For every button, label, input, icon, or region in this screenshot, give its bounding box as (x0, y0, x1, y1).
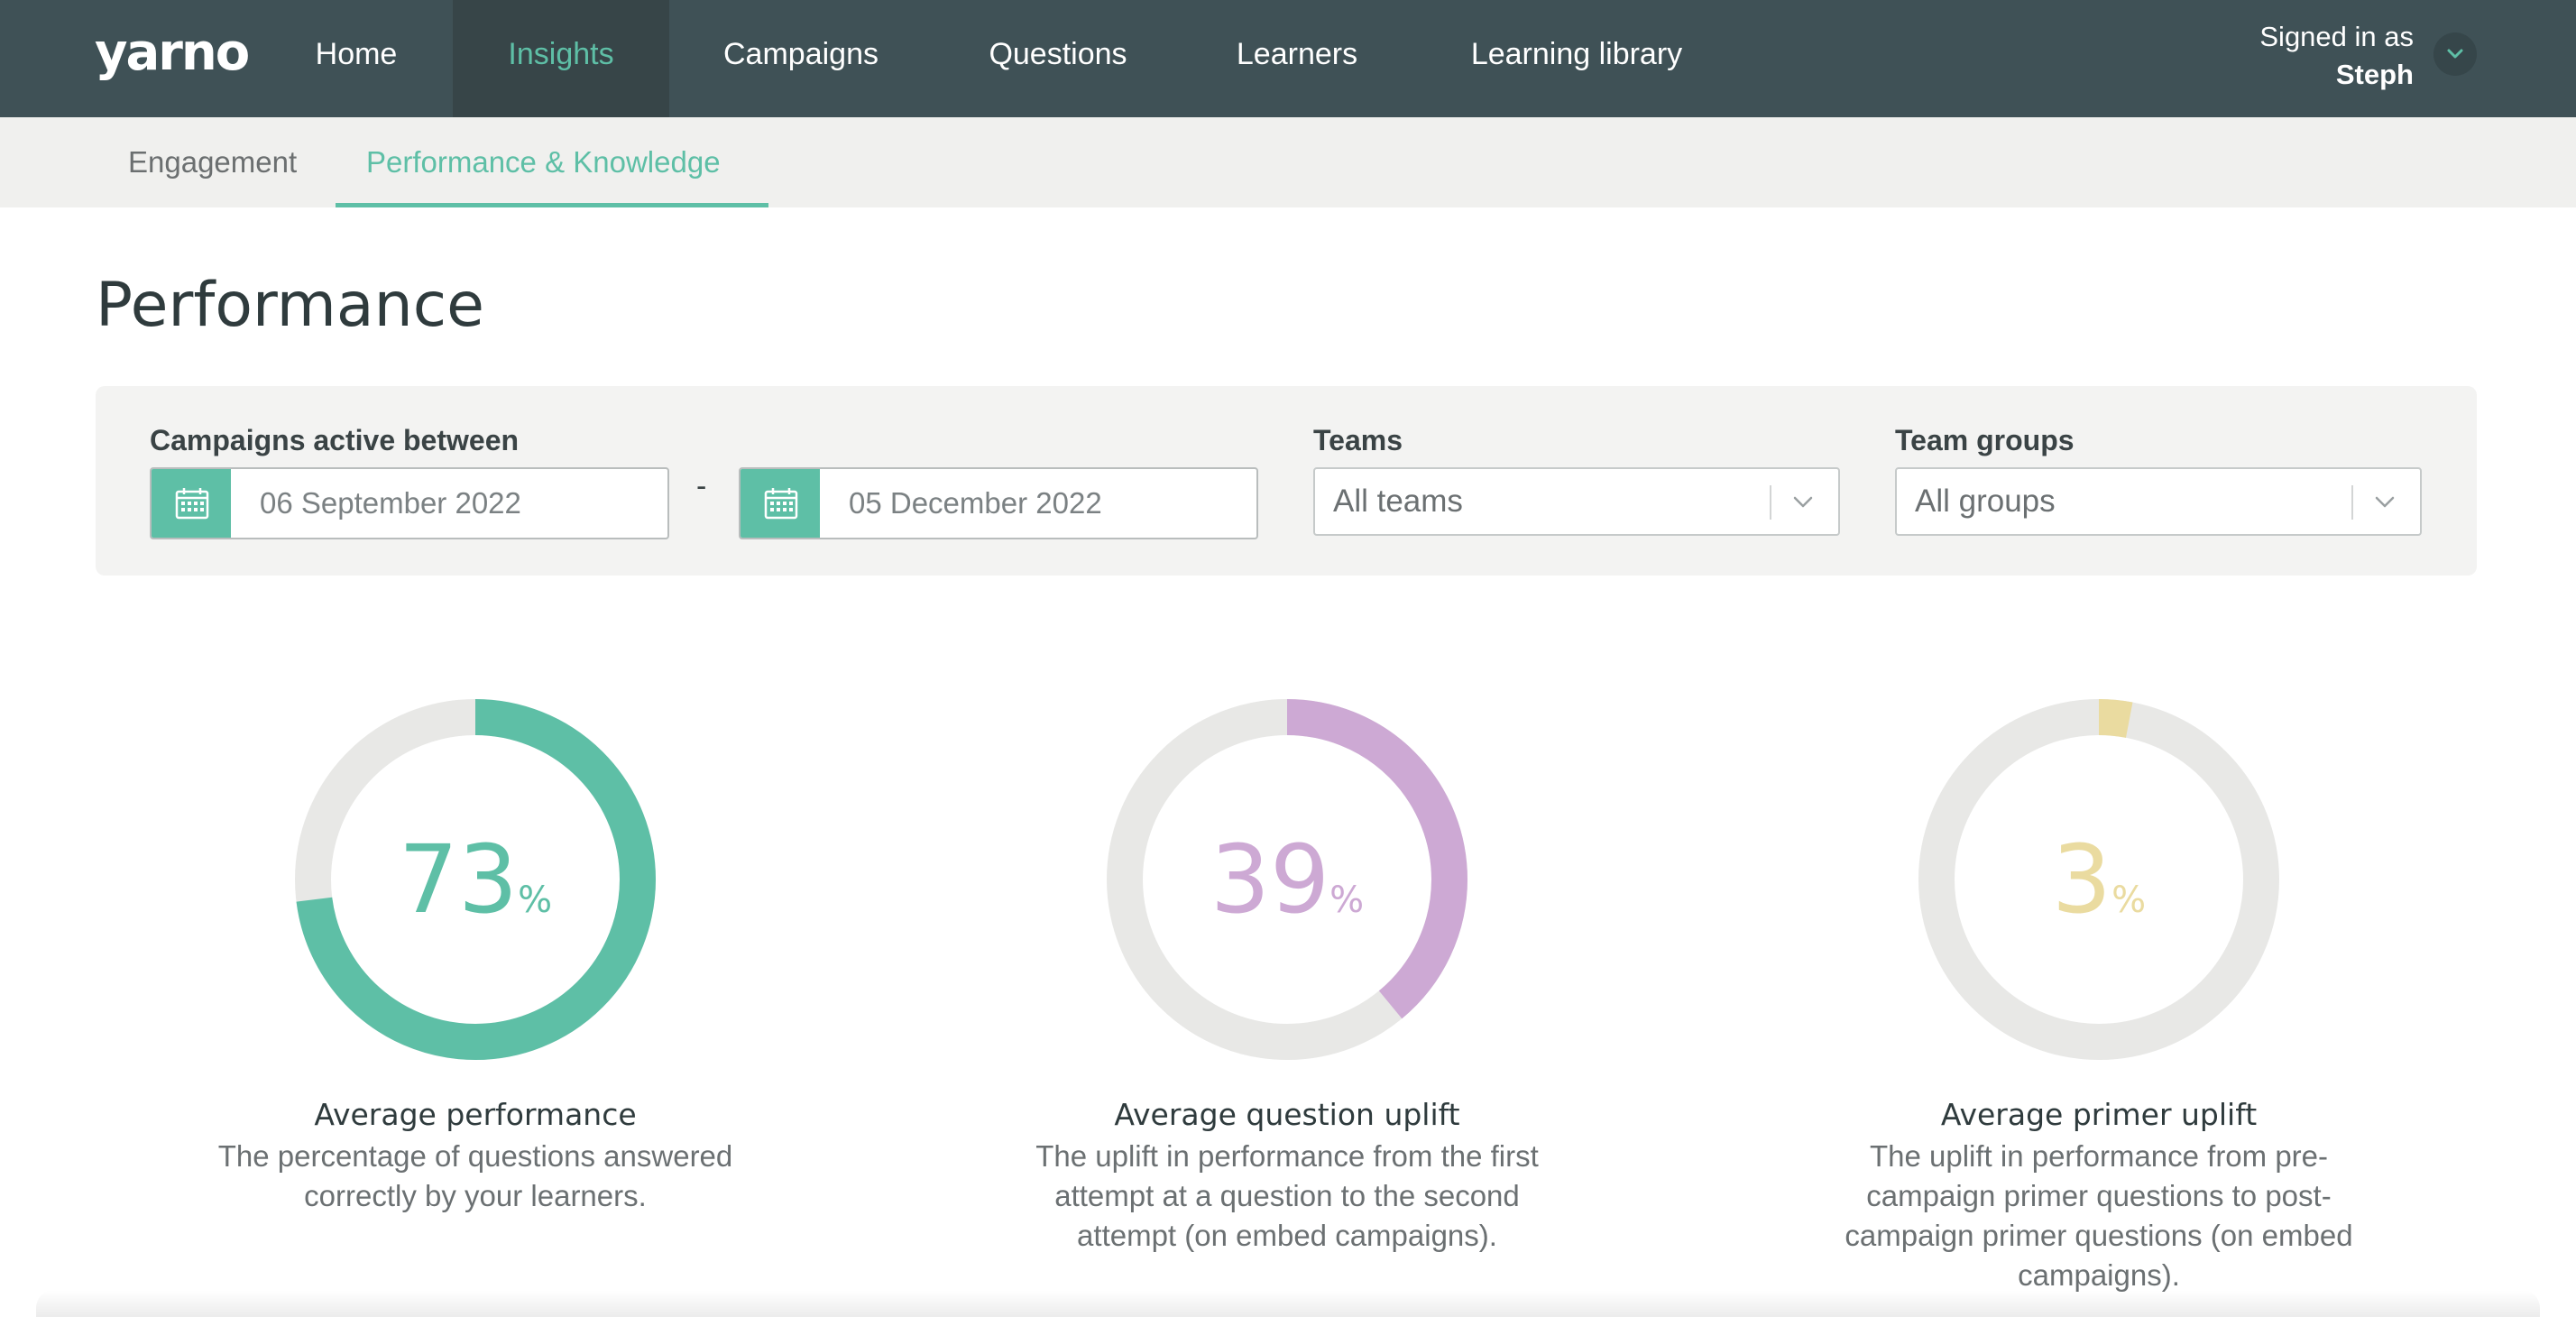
yarno-logo[interactable]: yarno (95, 23, 250, 82)
campaigns-active-label: Campaigns active between (150, 424, 520, 456)
metric-number: 3 (2051, 824, 2112, 935)
team-groups-select[interactable]: All groups (1895, 467, 2422, 536)
user-menu-toggle[interactable] (2433, 32, 2477, 76)
calendar-icon (764, 488, 798, 520)
chevron-down-icon (1793, 496, 1813, 508)
average-primer-uplift-donut (1918, 699, 2279, 1060)
teams-select-value: All teams (1333, 484, 1463, 519)
metric-unit: % (518, 880, 553, 921)
calendar-icon (175, 488, 209, 520)
metric-title: Average performance (314, 1097, 637, 1132)
nav-home[interactable]: Home (315, 37, 398, 71)
nav-insights[interactable]: Insights (453, 0, 669, 117)
donut-arc (295, 699, 656, 1060)
metric-value: 73% (191, 821, 759, 959)
select-divider (2351, 485, 2353, 520)
page-title: Performance (96, 270, 484, 341)
user-menu[interactable]: Signed in as Steph (2259, 18, 2414, 94)
panel-bottom-edge (36, 1290, 2540, 1317)
nav-learners[interactable]: Learners (1236, 37, 1358, 71)
metric-description: The uplift in performance from pre-campa… (1845, 1139, 2353, 1292)
end-date-field[interactable]: 05 December 2022 (739, 467, 1258, 539)
metric-description: The percentage of questions answered cor… (217, 1139, 733, 1212)
metric-number: 39 (1210, 824, 1330, 935)
end-date-calendar-button[interactable] (741, 469, 820, 538)
metric-value: 3% (1815, 821, 2383, 959)
chevron-down-icon (2447, 49, 2463, 59)
metric-unit: % (2111, 880, 2147, 921)
select-divider (1770, 485, 1771, 520)
nav-campaigns[interactable]: Campaigns (723, 37, 879, 71)
active-tab-indicator (336, 203, 768, 207)
metric-number: 73 (398, 824, 519, 935)
nav-learning-library[interactable]: Learning library (1470, 37, 1683, 71)
team-groups-select-value: All groups (1915, 484, 2056, 519)
start-date-field[interactable]: 06 September 2022 (150, 467, 669, 539)
donut-arc (1918, 699, 2279, 1060)
average-performance-donut (295, 699, 656, 1060)
nav-questions[interactable]: Questions (989, 37, 1127, 71)
sub-nav: Engagement Performance & Knowledge (0, 117, 2576, 207)
date-range-separator: - (696, 469, 707, 503)
teams-select[interactable]: All teams (1313, 467, 1840, 536)
donut-arc (1107, 699, 1467, 1060)
tab-engagement[interactable]: Engagement (128, 145, 298, 179)
metric-title: Average primer uplift (1940, 1097, 2258, 1132)
teams-label: Teams (1313, 424, 1403, 456)
user-name: Steph (2335, 59, 2414, 90)
start-date-value: 06 September 2022 (260, 486, 521, 520)
end-date-value: 05 December 2022 (849, 486, 1102, 520)
tab-performance-knowledge[interactable]: Performance & Knowledge (366, 145, 721, 179)
metric-unit: % (1329, 880, 1365, 921)
metric-value: 39% (1003, 821, 1571, 959)
metric-title: Average question uplift (1114, 1097, 1460, 1132)
average-question-uplift-donut (1107, 699, 1467, 1060)
signed-in-label: Signed in as (2259, 21, 2414, 52)
chevron-down-icon (2375, 496, 2395, 508)
metric-description: The uplift in performance from the first… (1035, 1139, 1539, 1252)
top-nav: yarno Home Insights Campaigns Questions … (0, 0, 2576, 117)
team-groups-label: Team groups (1895, 424, 2075, 456)
start-date-calendar-button[interactable] (152, 469, 231, 538)
